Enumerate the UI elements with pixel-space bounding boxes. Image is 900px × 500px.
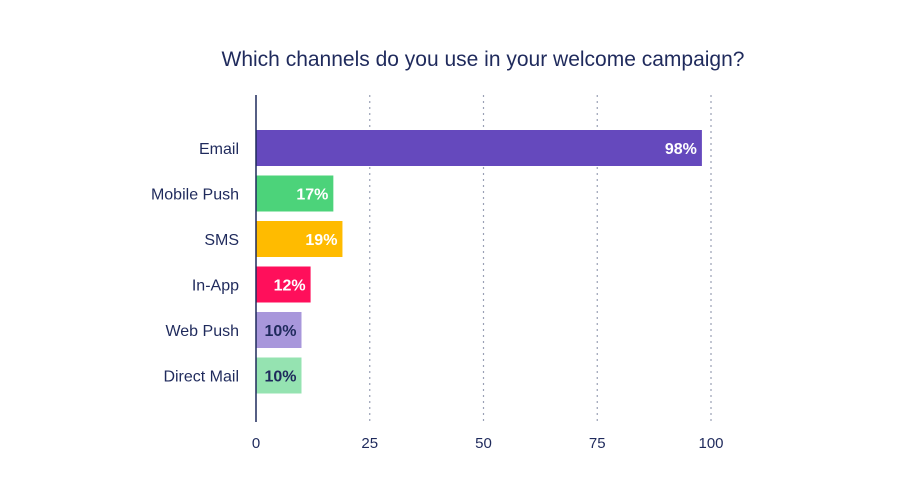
category-labels: Email Mobile Push SMS In-App Web Push Direct … bbox=[151, 141, 239, 386]
x-tick-label: 50 bbox=[475, 435, 492, 452]
x-tick-label: 0 bbox=[252, 435, 260, 452]
x-tick-labels: 0 25 50 75 100 bbox=[252, 435, 724, 452]
category-label: In-App bbox=[192, 278, 239, 295]
bar bbox=[256, 175, 334, 212]
data-label: 10% bbox=[264, 369, 296, 386]
x-tick-label: 25 bbox=[361, 435, 378, 452]
data-label: 12% bbox=[274, 278, 306, 295]
data-label: 98% bbox=[665, 141, 697, 158]
data-label: 10% bbox=[264, 323, 296, 340]
bar bbox=[256, 266, 311, 303]
x-tick-label: 75 bbox=[589, 435, 606, 452]
bar bbox=[256, 130, 702, 166]
chart-title: Which channels do you use in your welcom… bbox=[221, 48, 745, 71]
bar bbox=[256, 357, 302, 394]
bars: 98% 17% 19% 12% 10% 10% bbox=[256, 130, 702, 394]
bar bbox=[256, 221, 343, 257]
category-label: Mobile Push bbox=[151, 187, 239, 204]
x-tick-label: 100 bbox=[698, 435, 723, 452]
bar bbox=[256, 312, 302, 348]
category-label: Email bbox=[199, 141, 239, 158]
category-label: Direct Mail bbox=[163, 369, 239, 386]
data-label: 17% bbox=[296, 187, 328, 204]
data-label: 19% bbox=[305, 232, 337, 249]
category-label: SMS bbox=[204, 232, 239, 249]
category-label: Web Push bbox=[165, 323, 239, 340]
